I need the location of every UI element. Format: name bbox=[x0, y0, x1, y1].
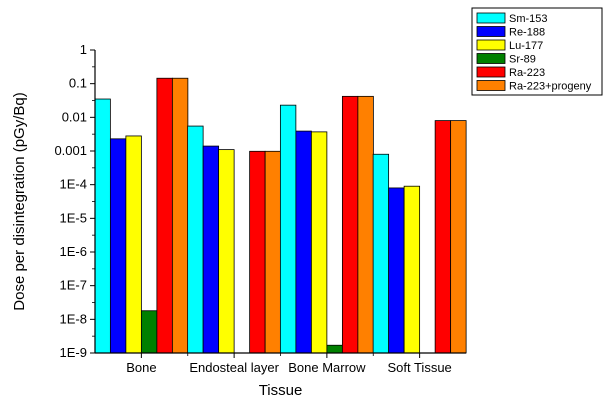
x-tick-label: Soft Tissue bbox=[387, 360, 451, 375]
bar-re-188-bone-marrow bbox=[295, 130, 312, 354]
legend-swatch bbox=[476, 80, 506, 91]
bar-re-188-bone bbox=[109, 138, 127, 354]
y-tick-label: 1E-7 bbox=[60, 278, 87, 293]
bar-sm-153-bone bbox=[94, 98, 111, 354]
bar-sm-153-soft-tissue bbox=[372, 153, 390, 354]
y-tick-label: 1E-4 bbox=[60, 177, 87, 192]
y-ticks-group: 1 0.1 0.01 0.001 1E-4 1E-5 1E-6 1E-7 1E-8 1E-9 bbox=[54, 42, 95, 360]
legend-swatch bbox=[476, 39, 506, 51]
bar-lu-177-endosteal-layer bbox=[218, 149, 235, 354]
bar-sr-89-bone bbox=[140, 310, 158, 354]
bar-ra-223-progeny-soft-tissue bbox=[450, 120, 467, 354]
legend-label: Ra-223 bbox=[509, 67, 545, 79]
x-tick-label: Bone Marrow bbox=[288, 360, 366, 375]
bar-re-188-soft-tissue bbox=[388, 187, 405, 354]
bar-sm-153-bone-marrow bbox=[279, 104, 297, 354]
x-axis-title: Tissue bbox=[259, 382, 303, 396]
bar-ra-223-bone bbox=[156, 77, 173, 354]
y-tick-label: 1E-5 bbox=[60, 210, 87, 225]
bars-group bbox=[94, 77, 467, 354]
legend-label: Ra-223+progeny bbox=[509, 81, 592, 93]
bar-lu-177-soft-tissue bbox=[403, 185, 421, 354]
x-tick-label: Bone bbox=[126, 360, 156, 375]
legend-label: Lu-177 bbox=[509, 40, 543, 52]
legend-label: Sm-153 bbox=[509, 13, 548, 25]
bar-lu-177-bone-marrow bbox=[310, 131, 328, 354]
y-tick-label: 1E-9 bbox=[60, 345, 87, 360]
y-tick-label: 0.001 bbox=[54, 143, 87, 158]
bar-re-188-endosteal-layer bbox=[202, 145, 220, 354]
y-tick-label: 0.1 bbox=[69, 76, 87, 91]
y-tick-label: 1E-8 bbox=[60, 311, 87, 326]
legend-label: Sr-89 bbox=[509, 54, 536, 66]
bar-ra-223-soft-tissue bbox=[434, 120, 452, 354]
x-tick-label: Endosteal layer bbox=[189, 360, 279, 375]
legend-swatch bbox=[476, 26, 506, 37]
bar-ra-223-endosteal-layer bbox=[249, 150, 266, 354]
x-ticks-group: Bone Endosteal layer Bone Marrow Soft Tissu… bbox=[126, 353, 452, 375]
bar-ra-223-progeny-bone bbox=[171, 77, 189, 354]
legend-swatch bbox=[476, 66, 506, 78]
bar-lu-177-bone bbox=[125, 135, 142, 354]
y-tick-label: 1E-6 bbox=[60, 244, 87, 259]
bar-sr-89-bone-marrow bbox=[326, 344, 343, 354]
bar-ra-223-progeny-bone-marrow bbox=[357, 95, 374, 354]
y-tick-label: 1 bbox=[80, 42, 87, 57]
bar-sm-153-endosteal-layer bbox=[187, 125, 204, 354]
legend-swatch bbox=[476, 53, 506, 64]
y-axis-title: Dose per disintegration (pGy/Bq) bbox=[11, 92, 28, 310]
bar-ra-223-progeny-endosteal-layer bbox=[264, 150, 282, 354]
legend-label: Re-188 bbox=[509, 27, 545, 39]
y-tick-label: 0.01 bbox=[62, 109, 87, 124]
bar-ra-223-bone-marrow bbox=[341, 95, 359, 354]
legend-swatch bbox=[476, 12, 506, 24]
